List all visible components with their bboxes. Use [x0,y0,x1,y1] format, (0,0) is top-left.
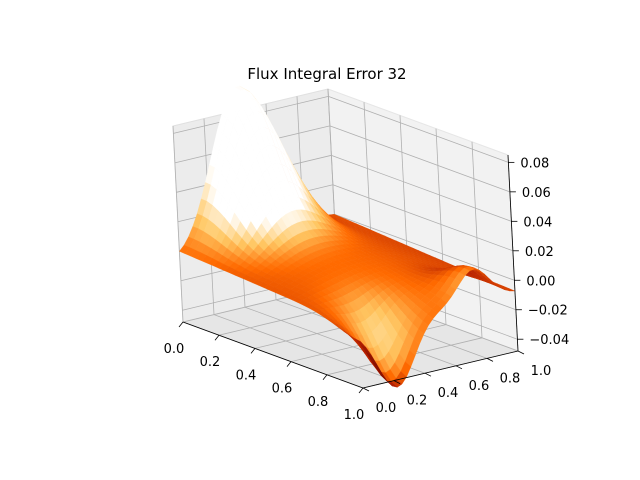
y-tick-label: 0.6 [469,379,490,394]
x-tick [250,348,256,354]
z-axis-line [507,154,519,352]
y-tick [424,372,432,377]
y-tick [362,387,370,392]
z-tick-label: 0.02 [525,245,554,260]
z-tick-label: 0.00 [526,274,555,289]
z-tick-label: −0.04 [529,333,569,348]
chart-title: Flux Integral Error 32 [247,65,406,83]
x-tick [214,334,220,341]
x-tick [286,361,292,367]
x-tick-label: 0.2 [200,355,221,370]
y-tick-label: 0.4 [438,386,459,401]
grid-line [213,314,395,381]
z-tick-label: −0.02 [528,304,568,319]
y-tick [517,350,525,355]
grid-line [328,95,509,163]
x-tick-label: 0.6 [272,382,293,397]
grid-line [331,154,512,222]
z-tick-label: 0.06 [522,186,551,201]
x-tick-label: 1.0 [344,408,365,423]
x-tick-label: 0.0 [164,342,185,357]
x-tick-label: 0.4 [236,368,257,383]
y-tick [486,358,494,362]
x-tick [178,321,184,328]
grid-line [471,141,483,338]
grid-line [329,125,511,193]
grid-line [332,184,514,252]
y-tick-label: 0.0 [376,401,397,416]
tick-labels: 0.0 0.2 0.4 0.6 0.8 1.0 0.0 0.2 0.4 0.6 0.8 1.0 −0.0… [164,156,570,423]
y-tick-label: 0.2 [407,394,428,409]
y-tick-label: 1.0 [531,364,552,379]
y-axis-line [362,350,519,389]
grid-line [172,125,184,323]
y-tick [455,365,463,370]
x-tick [358,387,364,394]
axis-lines [178,154,525,394]
y-tick-label: 0.8 [500,371,521,386]
grid-line [334,213,515,281]
y-tick [393,380,401,384]
surface-mesh [179,85,516,388]
z-tick-label: 0.08 [520,156,549,171]
surface-patch [354,338,366,348]
x-tick [322,374,328,381]
x-axis-line [182,321,364,389]
x-tick-label: 0.8 [308,395,329,410]
z-tick-label: 0.04 [523,215,552,230]
